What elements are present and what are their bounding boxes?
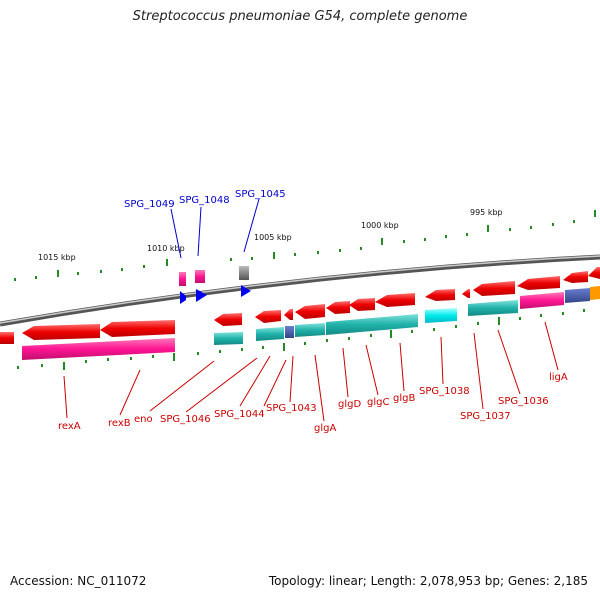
gene-label: SPG_1038 xyxy=(419,386,470,397)
gene-glgb[interactable] xyxy=(375,293,415,307)
forward-arrow xyxy=(241,285,251,297)
gene-spg-1038[interactable] xyxy=(425,289,455,301)
gene-arrow[interactable] xyxy=(0,332,14,344)
gene-eno[interactable] xyxy=(214,313,242,326)
cog-bar xyxy=(590,286,600,300)
gene-label: SPG_1046 xyxy=(160,414,211,425)
cog-bar xyxy=(520,292,564,309)
inner-scale-ticks xyxy=(17,309,585,370)
cog-bar xyxy=(468,300,518,316)
cog-bar xyxy=(326,314,418,335)
forward-arrow xyxy=(180,291,186,304)
bottom-label-leaders xyxy=(63,321,559,422)
gene-label: rexB xyxy=(108,418,131,429)
cog-bar xyxy=(285,326,294,338)
scale-label: 1010 kbp xyxy=(147,244,185,253)
gene-label: ligA xyxy=(549,372,568,383)
gene-label: SPG_1049 xyxy=(124,199,175,210)
gene-label: eno xyxy=(134,414,153,425)
scale-label: 1015 kbp xyxy=(38,253,76,262)
top-strand-features xyxy=(179,266,251,304)
gene-label: SPG_1048 xyxy=(179,195,230,206)
gene-arrow[interactable] xyxy=(563,271,588,283)
gene-label: SPG_1043 xyxy=(266,403,317,414)
gene-label: SPG_1045 xyxy=(235,189,286,200)
cog-bar xyxy=(214,332,243,345)
accession-text: Accession: NC_011072 xyxy=(10,574,147,588)
gene-liga[interactable] xyxy=(588,267,600,279)
gene-label: SPG_1044 xyxy=(214,409,265,420)
gene-label: glgB xyxy=(393,393,415,404)
gene-spg-1037[interactable] xyxy=(473,281,515,296)
cog-bar xyxy=(425,308,457,323)
scale-label: 1000 kbp xyxy=(361,221,399,230)
bottom-gene-labels: rexA rexB eno SPG_1046 SPG_1044 SPG_1043… xyxy=(58,372,568,434)
top-label-leaders xyxy=(170,198,260,259)
cog-bar xyxy=(256,327,284,341)
gene-rexa[interactable] xyxy=(22,324,100,340)
scale-label: 1005 kbp xyxy=(254,233,292,242)
scale-label: 995 kbp xyxy=(470,208,503,217)
gene-spg-1049[interactable] xyxy=(179,272,186,286)
gene-spg-1045[interactable] xyxy=(239,266,249,280)
gene-glgd[interactable] xyxy=(326,301,350,314)
gene-spg-1044[interactable] xyxy=(255,310,281,323)
cog-bar xyxy=(22,338,175,360)
gene-spg-1036[interactable] xyxy=(517,276,560,290)
cog-bar xyxy=(565,288,590,303)
top-gene-labels: SPG_1049 SPG_1048 SPG_1045 xyxy=(124,189,286,210)
gene-label: glgA xyxy=(314,423,336,434)
gene-label: glgC xyxy=(367,397,389,408)
gene-label: glgD xyxy=(338,399,361,410)
gene-rexb[interactable] xyxy=(100,320,175,337)
outer-scale-ticks xyxy=(14,210,596,281)
forward-arrow xyxy=(196,289,207,302)
gene-arrow[interactable] xyxy=(462,289,470,298)
gene-glgc[interactable] xyxy=(349,298,375,311)
cog-bars xyxy=(22,286,600,360)
gene-spg-1048[interactable] xyxy=(195,270,205,283)
reverse-strand-genes xyxy=(0,267,600,344)
genome-backbone xyxy=(0,254,600,327)
gene-spg-1043[interactable] xyxy=(284,309,293,320)
gene-label: SPG_1036 xyxy=(498,396,549,407)
gene-glga[interactable] xyxy=(295,304,325,319)
gene-label: rexA xyxy=(58,421,81,432)
genome-title: Streptococcus pneumoniae G54, complete g… xyxy=(132,9,468,24)
genome-backbone-highlight xyxy=(0,255,600,324)
gene-label: SPG_1037 xyxy=(460,411,511,422)
cog-bar xyxy=(295,323,325,337)
scale-labels: 1015 kbp 1010 kbp 1005 kbp 1000 kbp 995 … xyxy=(38,208,503,262)
topology-text: Topology: linear; Length: 2,078,953 bp; … xyxy=(268,574,588,588)
